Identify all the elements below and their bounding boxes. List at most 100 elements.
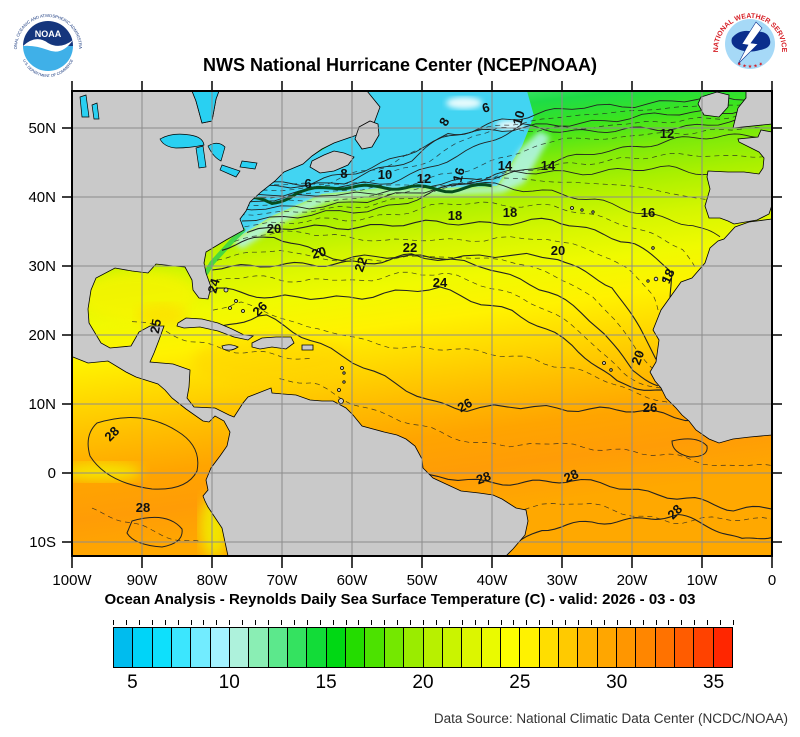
colorbar-minor-tick (668, 620, 670, 625)
contour-label: 20 (310, 244, 328, 262)
island (337, 388, 341, 392)
island (609, 368, 613, 372)
land-puertorico (301, 344, 314, 351)
contour-label: 28 (474, 468, 493, 487)
x-tick-label: 80W (197, 572, 229, 589)
y-tick-label: 10S (29, 534, 56, 551)
contour-label: 22 (351, 255, 370, 274)
contour-label: 28 (136, 500, 150, 515)
island (570, 206, 574, 210)
colorbar-tick-label: 10 (218, 672, 240, 693)
colorbar-minor-tick (384, 620, 386, 625)
colorbar-minor-tick (164, 620, 166, 625)
lake (195, 145, 207, 169)
colorbar-segment (404, 628, 424, 667)
contour-label: 18 (503, 205, 517, 220)
x-tick-label: 10W (687, 572, 719, 589)
contour-label: 18 (448, 208, 462, 223)
colorbar-segment (655, 628, 675, 667)
colorbar-segment (191, 628, 211, 667)
lake (79, 94, 90, 118)
colorbar-segment (326, 628, 347, 667)
cold-patch (446, 97, 482, 109)
data-source-note: Data Source: National Climatic Data Cent… (433, 711, 788, 726)
colorbar-minor-tick (229, 620, 231, 625)
axis-ticks (62, 81, 782, 568)
colorbar-tick-label: 35 (703, 672, 725, 693)
colorbar-minor-tick (539, 620, 541, 625)
colorbar-tick-label: 15 (315, 672, 337, 693)
land-africa (649, 218, 772, 444)
contour-label: 12 (417, 171, 431, 186)
land-iberia (704, 129, 772, 225)
island (317, 248, 321, 252)
colorbar-segment (558, 628, 579, 667)
colorbar-tick-label: 5 (127, 672, 138, 693)
contour-label: 18 (658, 266, 678, 285)
contour-label: 26 (643, 400, 657, 415)
colorbar-segment (249, 628, 269, 667)
colorbar-segment (694, 628, 714, 667)
colorbar-minor-tick (487, 620, 489, 625)
island (234, 299, 238, 303)
contour-label: 25 (147, 318, 164, 335)
colorbar-segment (713, 628, 732, 667)
colorbar-minor-tick (138, 620, 140, 625)
x-tick-label: 0 (768, 572, 776, 589)
colorbar-minor-tick (423, 620, 424, 625)
colorbar-minor-tick (655, 620, 657, 625)
nws-logo: NATIONAL WEATHER SERVICE ★ ★ ★ ★ ★ (710, 4, 790, 84)
colorbar-minor-tick (720, 620, 722, 625)
nws-logo-svg: NATIONAL WEATHER SERVICE ★ ★ ★ ★ ★ (711, 5, 789, 83)
colorbar-segment (133, 628, 153, 667)
x-tick-label: 70W (267, 572, 299, 589)
colorbar-minor-tick (500, 620, 502, 625)
contour-label: 14 (498, 158, 513, 173)
colorbar-segment (500, 628, 521, 667)
colorbar-minor-tick (629, 620, 631, 625)
colorbar-minor-tick (642, 620, 644, 625)
colorbar-minor-tick (694, 620, 696, 625)
x-tick-label: 20W (617, 572, 649, 589)
colorbar-minor-tick (513, 620, 515, 625)
colorbar-minor-tick (461, 620, 463, 625)
colorbar-segment (616, 628, 637, 667)
x-tick-label: 40W (477, 572, 509, 589)
colorbar-minor-ticks (113, 620, 734, 626)
colorbar-minor-tick (707, 620, 709, 625)
colorbar-scale (113, 627, 733, 668)
colorbar-minor-tick (177, 620, 179, 625)
land-hispaniola (251, 336, 295, 350)
colorbar-minor-tick (552, 620, 554, 625)
contour-label: 22 (403, 240, 417, 255)
contour-label: 26 (455, 395, 475, 415)
colorbar-minor-tick (358, 620, 360, 625)
colorbar-segment (172, 628, 192, 667)
nws-stars: ★ ★ ★ ★ ★ (736, 61, 765, 70)
colorbar-minor-tick (125, 620, 127, 625)
nws-lightning-icon (737, 21, 763, 65)
colorbar-segment (674, 628, 695, 667)
colorbar-minor-tick (255, 620, 257, 625)
axis-labels: 100W 90W 80W 70W 60W 50W 40W 30W 20W 10W 0 50N 40N 30… (28, 120, 776, 589)
colorbar-minor-tick (590, 620, 592, 625)
x-tick-label: 90W (127, 572, 159, 589)
noaa-logo-label: NOAA (35, 29, 62, 39)
noaa-logo: NOAA NATIONAL OCEANIC AND ATMOSPHERIC AD… (8, 4, 88, 84)
colorbar-minor-tick (435, 620, 437, 625)
colorbar-minor-tick (345, 620, 347, 625)
colorbar-minor-tick (603, 620, 605, 625)
contour-label: 20 (628, 348, 647, 367)
colorbar-segment (365, 628, 385, 667)
colorbar-segment (597, 628, 617, 667)
contour-label: 10 (510, 109, 528, 127)
y-tick-label: 20N (28, 327, 56, 344)
colorbar-minor-tick (474, 620, 476, 625)
land-ireland (697, 91, 730, 118)
colorbar-segment (578, 628, 598, 667)
colorbar-segment (114, 628, 134, 667)
contour-label: 20 (267, 221, 281, 236)
y-tick-label: 40N (28, 189, 56, 206)
